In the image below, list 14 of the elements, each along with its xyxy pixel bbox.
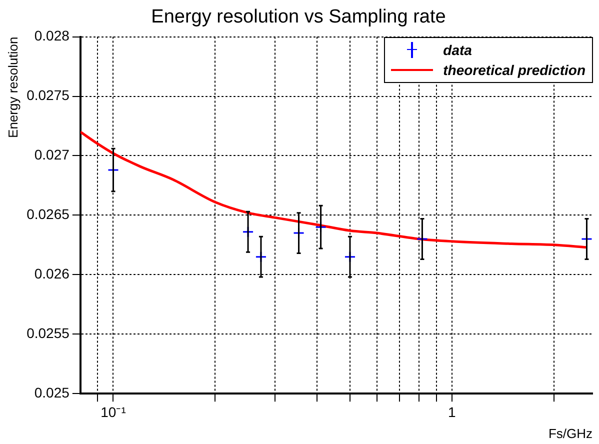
y-tick-label: 0.0265	[26, 206, 70, 222]
y-tick-label: 0.025	[34, 384, 70, 400]
x-axis-title: Fs/GHz	[548, 426, 592, 441]
legend-label: theoretical prediction	[443, 62, 586, 78]
y-tick-label: 0.027	[34, 146, 70, 163]
x-tick-label: 10⁻¹	[100, 404, 126, 420]
y-tick-label: 0.026	[34, 266, 70, 282]
x-tick-label: 1	[448, 404, 456, 420]
y-tick-label: 0.0275	[26, 87, 70, 104]
y-axis-title: Energy resolution	[5, 36, 20, 138]
chart-title: Energy resolution vs Sampling rate	[151, 6, 446, 28]
y-tick-label: 0.0255	[26, 324, 70, 341]
legend-label: data	[443, 42, 472, 58]
y-tick-label: 0.028	[34, 28, 70, 44]
